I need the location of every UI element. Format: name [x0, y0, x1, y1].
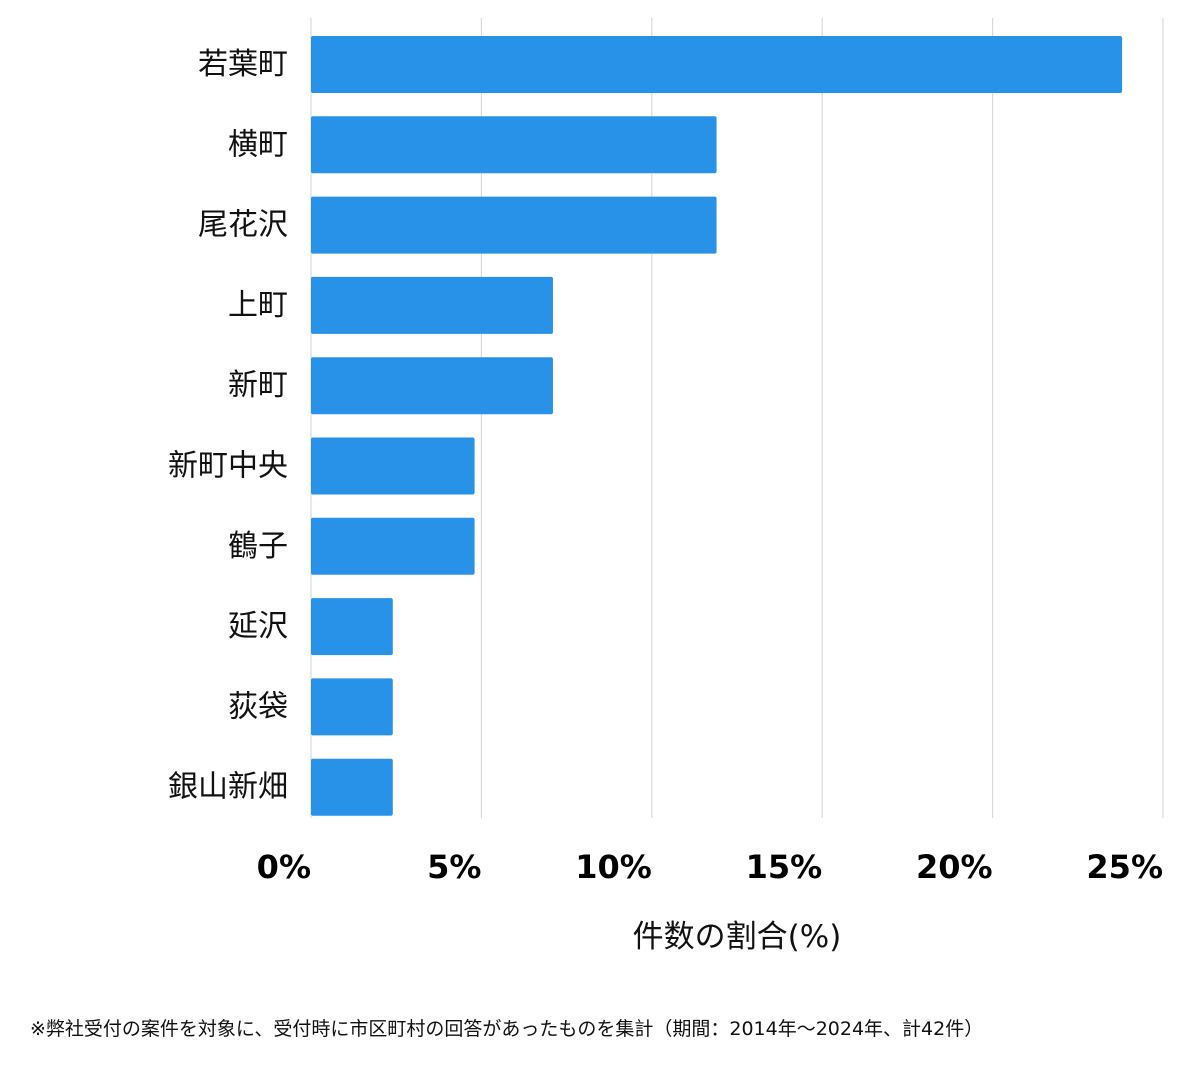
bar-9 [311, 758, 393, 816]
x-tick-label-5: 5% [427, 848, 481, 886]
bar-3 [311, 276, 553, 334]
x-tick-label-15: 15% [746, 848, 823, 886]
category-label-0: 若葉町 [198, 47, 288, 82]
category-label-2: 尾花沢 [198, 208, 288, 243]
bar-4 [311, 357, 553, 415]
category-label-9: 銀山新畑 [168, 770, 288, 805]
x-tick-label-20: 20% [916, 848, 993, 886]
x-tick-label-0: 0% [257, 848, 311, 886]
x-tick-label-25: 25% [1086, 848, 1163, 886]
bars [311, 36, 1123, 816]
footnote: ※弊社受付の案件を対象に、受付時に市区町村の回答があったものを集計（期間：201… [30, 1018, 984, 1040]
category-label-7: 延沢 [228, 609, 288, 644]
category-label-1: 横町 [228, 127, 288, 162]
x-tick-label-10: 10% [575, 848, 652, 886]
bar-7 [311, 598, 393, 656]
category-label-4: 新町 [228, 368, 288, 403]
bar-0 [311, 36, 1123, 93]
bar-8 [311, 678, 393, 736]
bar-2 [311, 196, 717, 254]
category-label-5: 新町中央 [168, 449, 288, 484]
x-axis-title: 件数の割合(%) [633, 919, 842, 955]
category-label-8: 荻袋 [228, 689, 288, 724]
x-tick-labels: 0% 5% 10% 15% 20% 25% [257, 848, 1163, 886]
category-label-3: 上町 [228, 288, 288, 323]
bar-6 [311, 517, 475, 575]
bar-1 [311, 116, 717, 174]
category-label-6: 鶴子 [228, 529, 288, 564]
bar-5 [311, 437, 475, 495]
